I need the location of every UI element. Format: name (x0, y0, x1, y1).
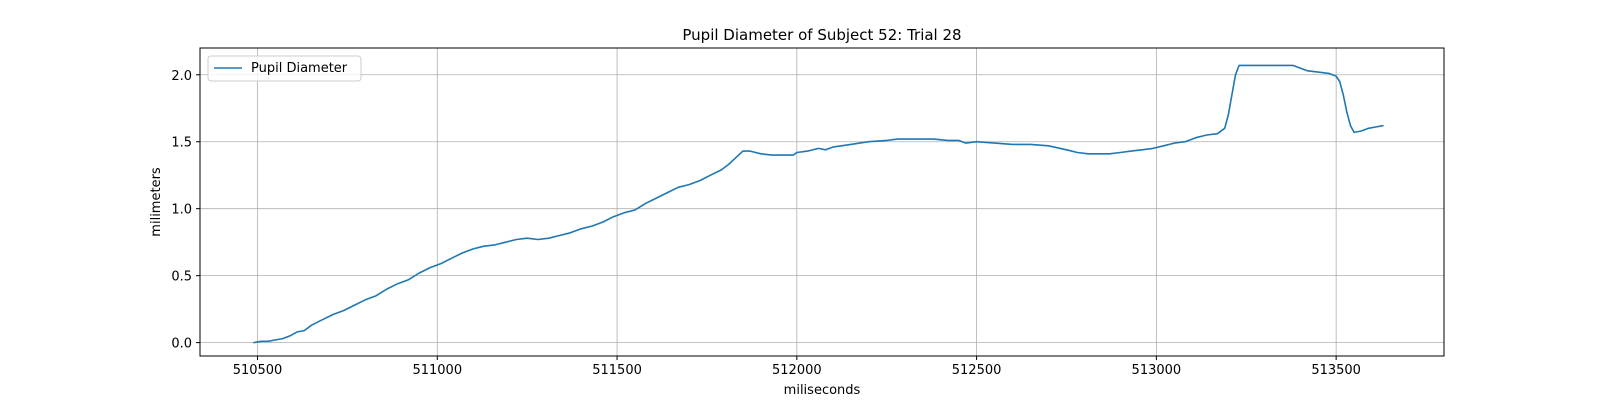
legend-box (207, 55, 362, 82)
y-tick-label: 2.0 (171, 69, 192, 84)
x-tick-label: 512000 (772, 363, 822, 378)
x-tick-label: 513500 (1311, 363, 1361, 378)
chart-title: Pupil Diameter of Subject 52: Trial 28 (682, 26, 961, 44)
y-tick-label: 1.5 (171, 136, 192, 151)
y-tick-label: 1.0 (171, 203, 192, 218)
x-axis-label: miliseconds (784, 383, 861, 398)
grid-layer (200, 48, 1444, 356)
x-tick-label: 511500 (592, 363, 642, 378)
legend: Pupil Diameter (207, 55, 362, 82)
legend-label-pupil-diameter: Pupil Diameter (251, 61, 348, 76)
x-tick-label: 510500 (233, 363, 283, 378)
x-tick-label: 512500 (952, 363, 1002, 378)
x-tick-label: 511000 (412, 363, 462, 378)
plot-frame (199, 47, 1445, 357)
series-line-pupil-diameter (253, 64, 1384, 344)
x-tick-label: 513000 (1132, 363, 1182, 378)
y-axis-label: milimeters (149, 167, 164, 237)
y-tick-label: 0.0 (171, 337, 192, 352)
series-layer (253, 64, 1384, 344)
tick-layer: 510500 511000 511500 512000 512500 513000 5135… (171, 69, 1361, 378)
y-tick-label: 0.5 (171, 270, 192, 285)
